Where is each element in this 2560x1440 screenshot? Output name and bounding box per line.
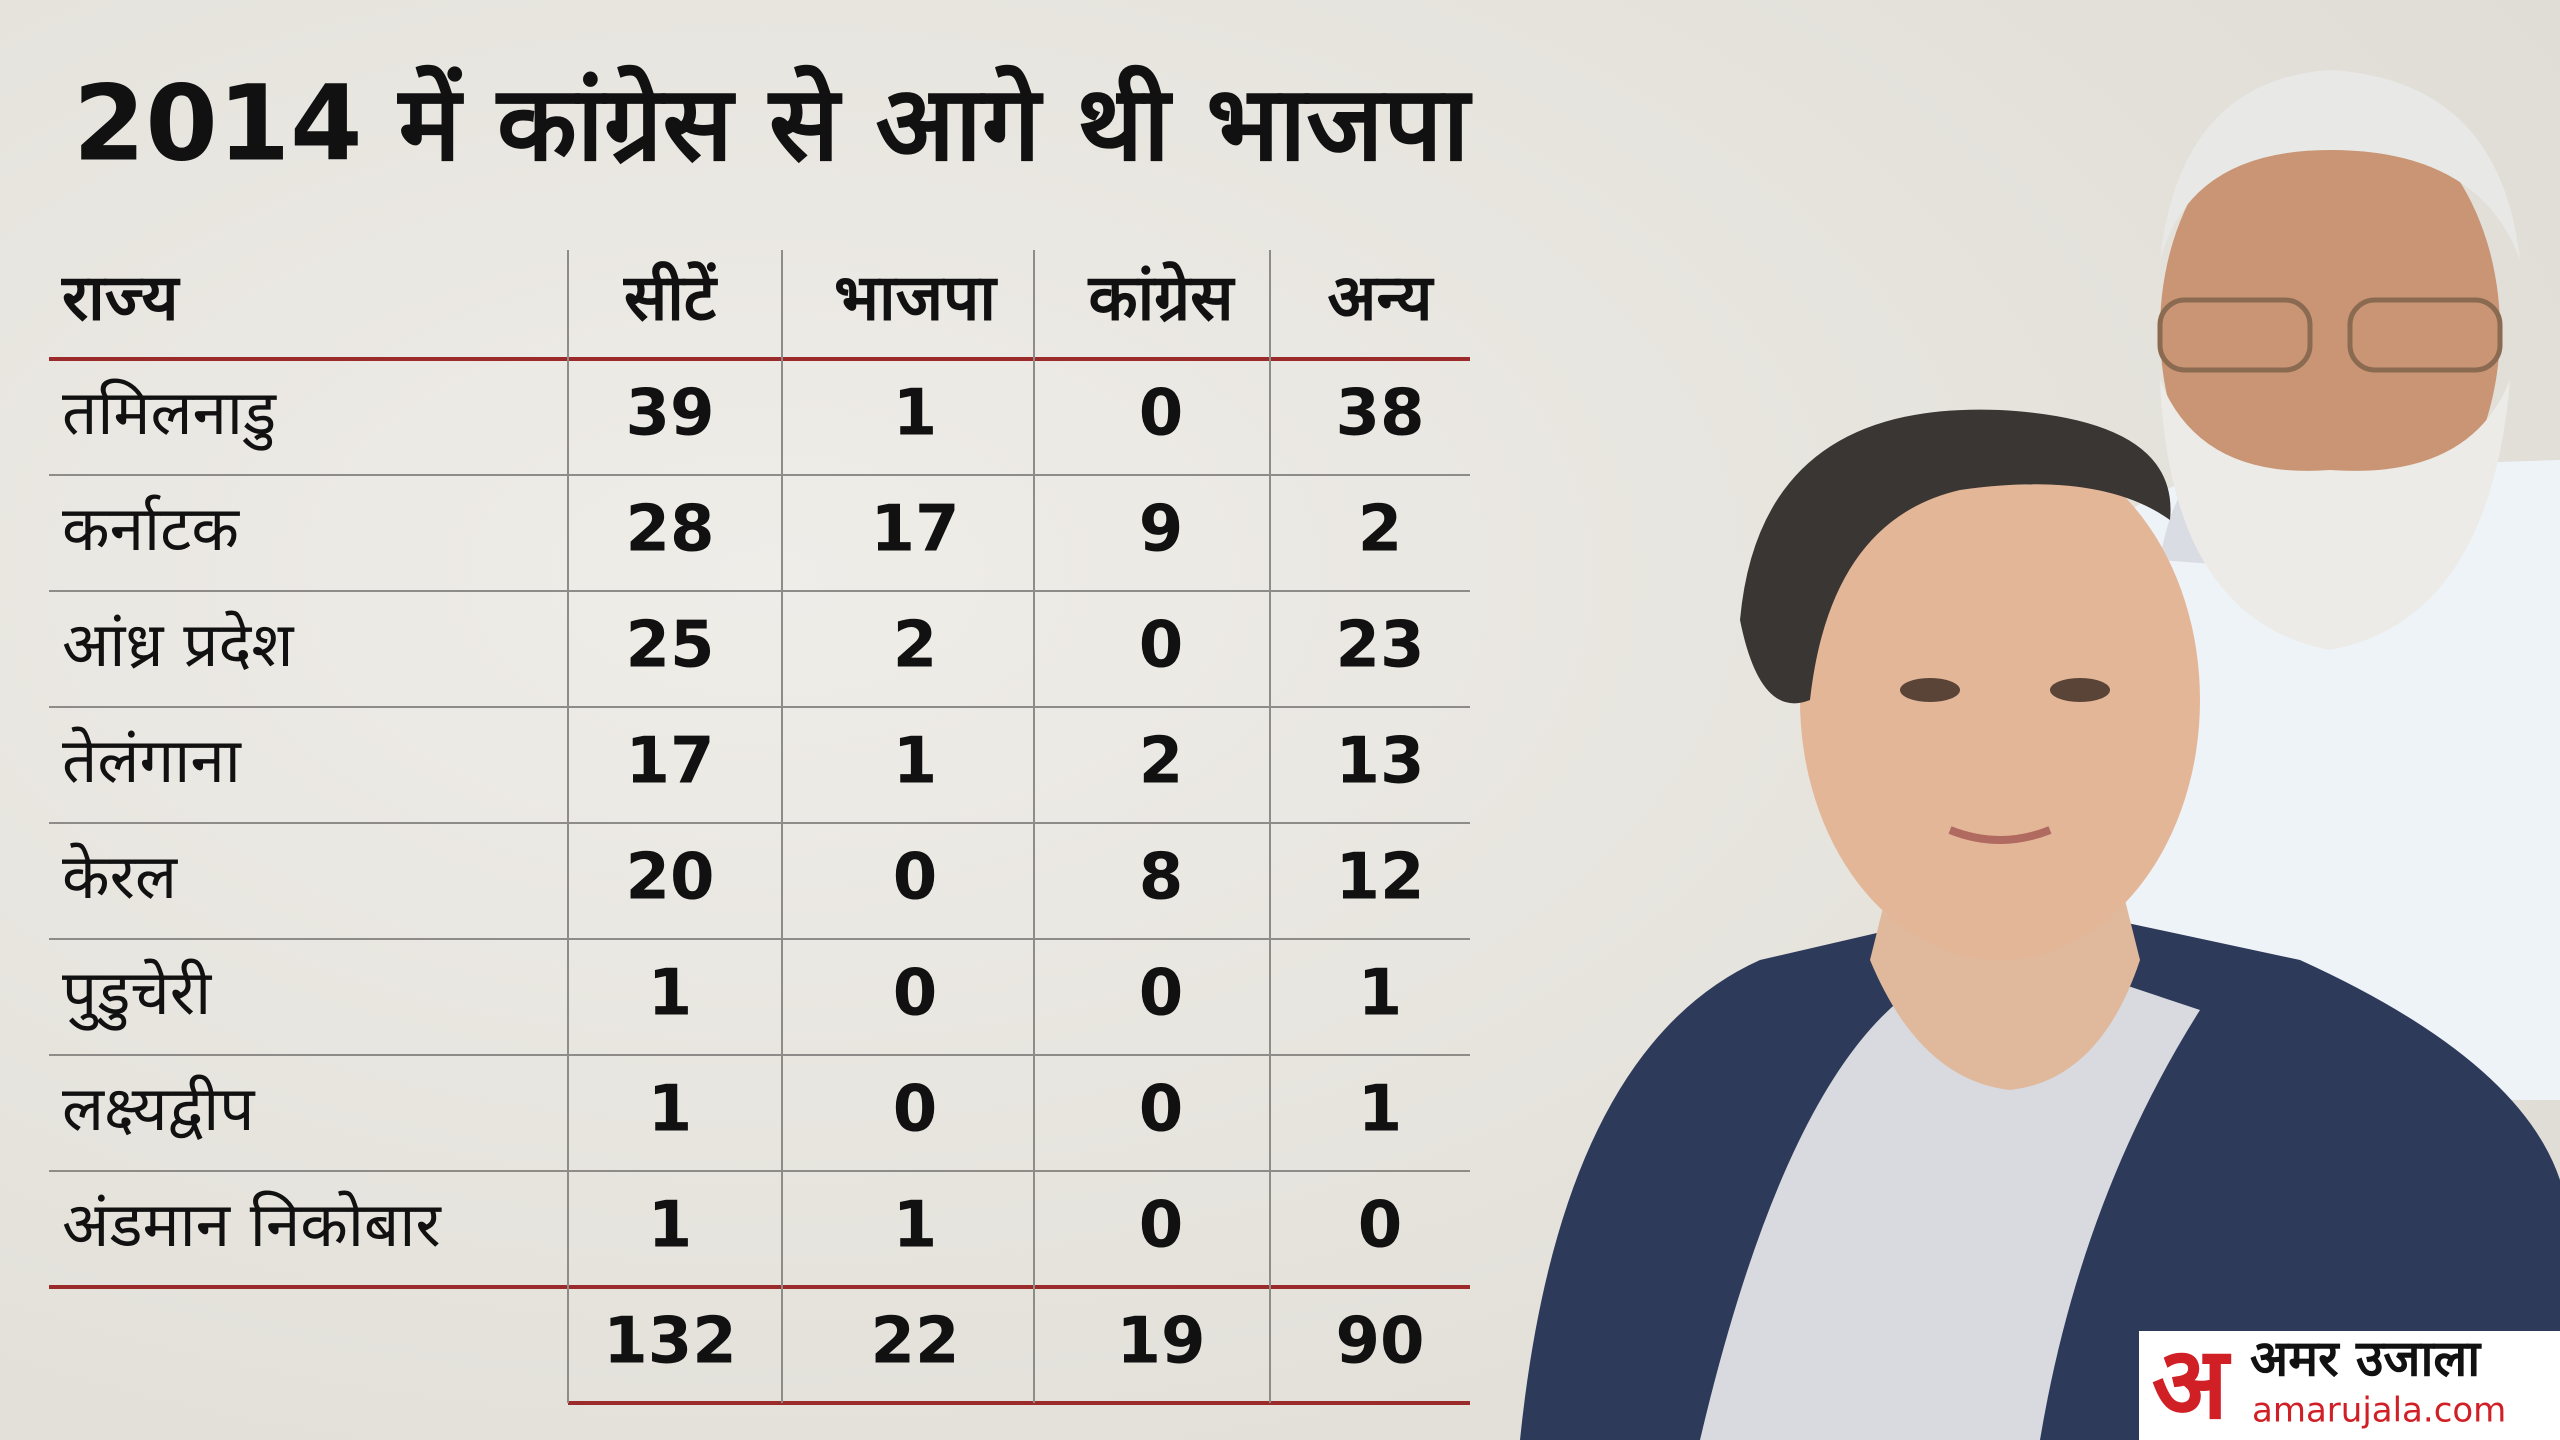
portrait-woman — [1520, 409, 2560, 1440]
state-name: केरल — [62, 840, 178, 913]
table-cell: 39 — [625, 377, 714, 451]
logo-site: amarujala.com — [2252, 1391, 2506, 1431]
table-cell: 38 — [1335, 377, 1424, 451]
table: राज्य सीटें भाजपा कांग्रेस अन्य तमिलनाडु 39 1 0 3… — [49, 250, 1470, 1405]
header-cell: भाजपा — [834, 262, 998, 336]
table-cell: 17 — [870, 493, 959, 567]
table-cell: 12 — [1335, 841, 1424, 915]
title: 2014 में कांग्रेस से आगे थी भाजपा — [73, 62, 1473, 184]
table-cell: 8 — [1139, 841, 1184, 915]
table-cell: 0 — [893, 841, 938, 915]
table-cell: 0 — [893, 1073, 938, 1147]
logo-name: अमर उजाला — [2250, 1330, 2482, 1388]
brand-logo: अ अमर उजाला amarujala.com — [2139, 1324, 2560, 1440]
table-cell: 9 — [1139, 493, 1184, 567]
state-name: तेलंगाना — [62, 724, 242, 797]
table-cell: 0 — [1139, 957, 1184, 1031]
table-cell: 17 — [625, 725, 714, 799]
header-cell: राज्य — [61, 262, 181, 336]
table-cell: 1 — [1358, 1073, 1403, 1147]
table-cell: 25 — [625, 609, 714, 683]
total-cell: 132 — [603, 1305, 737, 1379]
table-cell: 1 — [893, 377, 938, 451]
total-cell: 19 — [1116, 1305, 1205, 1379]
table-cell: 0 — [1139, 1073, 1184, 1147]
table-cell: 1 — [648, 1073, 693, 1147]
total-cell: 22 — [870, 1305, 959, 1379]
state-name: पुडुचेरी — [62, 956, 212, 1031]
table-cell: 1 — [893, 725, 938, 799]
table-cell: 2 — [893, 609, 938, 683]
table-cell: 0 — [1139, 1189, 1184, 1263]
table-cell: 2 — [1358, 493, 1403, 567]
header-cell: अन्य — [1328, 262, 1436, 336]
table-cell: 1 — [893, 1189, 938, 1263]
header-cell: कांग्रेस — [1087, 261, 1236, 336]
table-cell: 1 — [648, 1189, 693, 1263]
table-cell: 20 — [625, 841, 714, 915]
table-cell: 1 — [1358, 957, 1403, 1031]
table-cell: 0 — [1139, 377, 1184, 451]
state-name: लक्ष्यद्वीप — [62, 1072, 256, 1145]
table-cell: 0 — [1358, 1189, 1403, 1263]
state-name: तमिलनाडु — [62, 376, 277, 451]
state-name: आंध्र प्रदेश — [62, 608, 295, 681]
logo-box — [2139, 1331, 2560, 1440]
logo-mark: अ — [2152, 1324, 2232, 1440]
table-cell: 0 — [893, 957, 938, 1031]
state-name: कर्नाटक — [62, 492, 240, 565]
total-cell: 90 — [1335, 1305, 1424, 1379]
table-cell: 23 — [1335, 609, 1424, 683]
table-cell: 2 — [1139, 725, 1184, 799]
table-cell: 28 — [625, 493, 714, 567]
table-cell: 1 — [648, 957, 693, 1031]
state-name: अंडमान निकोबार — [62, 1188, 442, 1261]
table-cell: 0 — [1139, 609, 1184, 683]
table-cell: 13 — [1335, 725, 1424, 799]
header-cell: सीटें — [623, 261, 719, 336]
